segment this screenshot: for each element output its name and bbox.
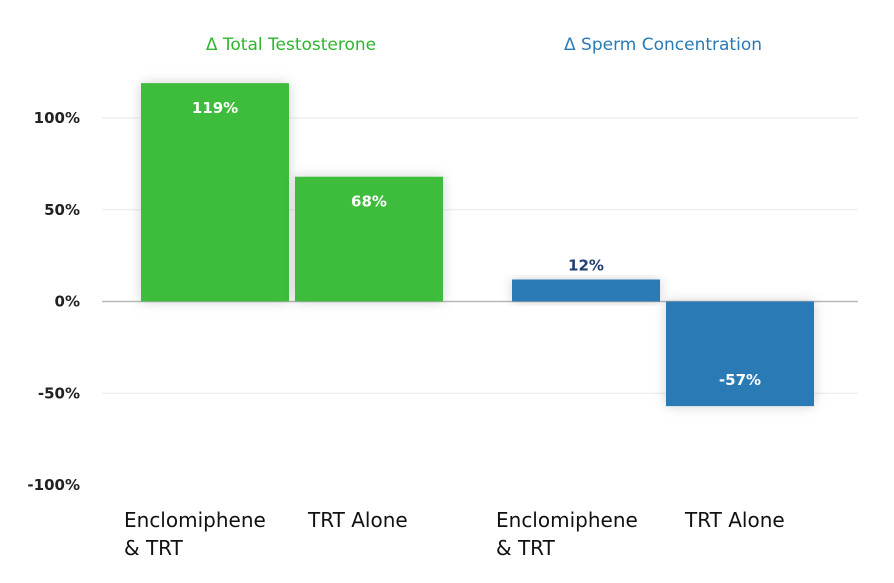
bar [512,279,660,302]
data-label: -57% [719,371,761,389]
y-tick-label: 100% [34,109,80,127]
category-label: & TRT [496,536,556,560]
y-tick-label: -50% [38,384,80,402]
bar [141,83,289,302]
y-tick-label: 50% [44,201,80,219]
category-label: Enclomiphene [496,508,638,532]
group-title: Δ Total Testosterone [206,35,376,55]
group-title: Δ Sperm Concentration [564,35,762,55]
bar [666,301,814,407]
data-label: 68% [351,193,387,211]
category-label: Enclomiphene [124,508,266,532]
y-tick-label: 0% [55,293,80,311]
data-label: 12% [568,256,604,274]
text-layer: 100% 50% 0% -50% -100% Δ Total Testosterone 11… [27,35,784,560]
category-label: & TRT [124,536,184,560]
bar-layer [141,83,814,407]
y-tick-label: -100% [27,476,80,494]
category-label: TRT Alone [684,508,785,532]
bar [295,176,443,302]
category-label: TRT Alone [307,508,408,532]
data-label: 119% [192,99,238,117]
